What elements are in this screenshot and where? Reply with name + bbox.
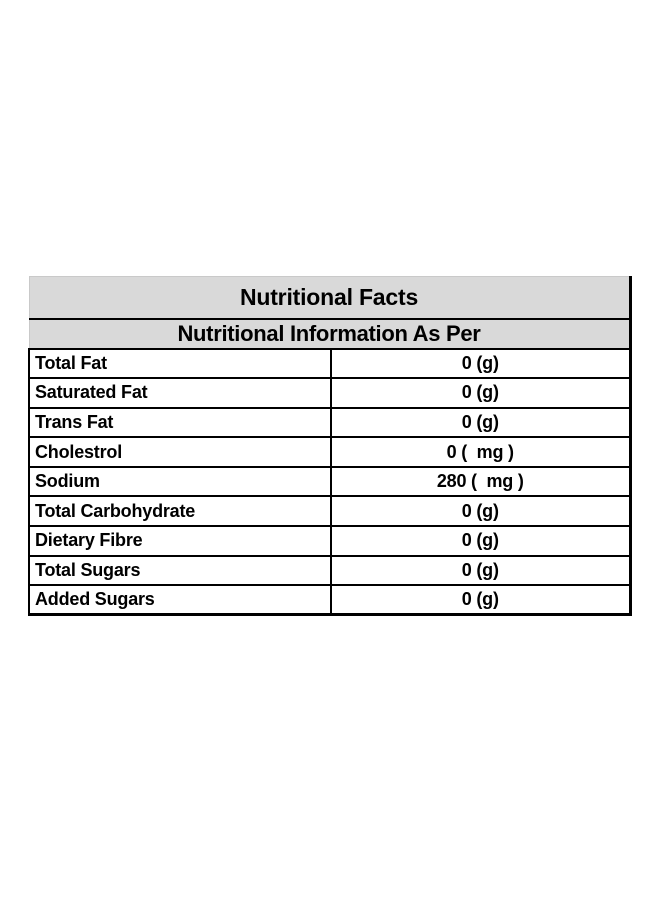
table-row: Total Sugars 0 (g)	[28, 554, 632, 587]
nutrient-label: Cholestrol	[28, 436, 332, 468]
table-body: Total Fat 0 (g) Saturated Fat 0 (g) Tran…	[28, 347, 632, 616]
nutrient-label: Saturated Fat	[28, 377, 332, 409]
table-row: Saturated Fat 0 (g)	[28, 377, 632, 409]
nutrient-label: Trans Fat	[28, 406, 332, 439]
table-row: Trans Fat 0 (g)	[28, 406, 632, 439]
nutrient-label: Added Sugars	[28, 584, 332, 616]
nutrient-label: Total Fat	[28, 347, 332, 380]
nutrient-value: 0 (g)	[331, 554, 632, 587]
table-row: Total Fat 0 (g)	[28, 347, 632, 380]
table-title-row: Nutritional Facts	[28, 276, 630, 320]
table-subtitle: Nutritional Information As Per	[28, 318, 630, 350]
table-row: Total Carbohydrate 0 (g)	[28, 495, 632, 528]
table-row: Added Sugars 0 (g)	[28, 584, 632, 616]
nutrient-label: Dietary Fibre	[28, 525, 332, 557]
nutrient-value: 0 (g)	[331, 584, 632, 616]
nutrient-value: 0 (g)	[331, 525, 632, 557]
nutrient-value: 0 ( mg )	[331, 436, 632, 468]
nutrient-value: 0 (g)	[331, 495, 632, 528]
table-row: Dietary Fibre 0 (g)	[28, 525, 632, 557]
table-row: Cholestrol 0 ( mg )	[28, 436, 632, 468]
nutrient-label: Total Carbohydrate	[28, 495, 332, 528]
table-title: Nutritional Facts	[28, 276, 630, 320]
nutrient-label: Sodium	[28, 465, 332, 498]
nutrient-label: Total Sugars	[28, 554, 332, 587]
table-row: Sodium 280 ( mg )	[28, 465, 632, 498]
table-subtitle-row: Nutritional Information As Per	[28, 318, 630, 350]
nutrient-value: 280 ( mg )	[331, 465, 632, 498]
nutrient-value: 0 (g)	[331, 406, 632, 439]
nutrient-value: 0 (g)	[331, 347, 632, 380]
nutrition-facts-table: Nutritional Facts Nutritional Informatio…	[28, 276, 632, 617]
nutrient-value: 0 (g)	[331, 377, 632, 409]
